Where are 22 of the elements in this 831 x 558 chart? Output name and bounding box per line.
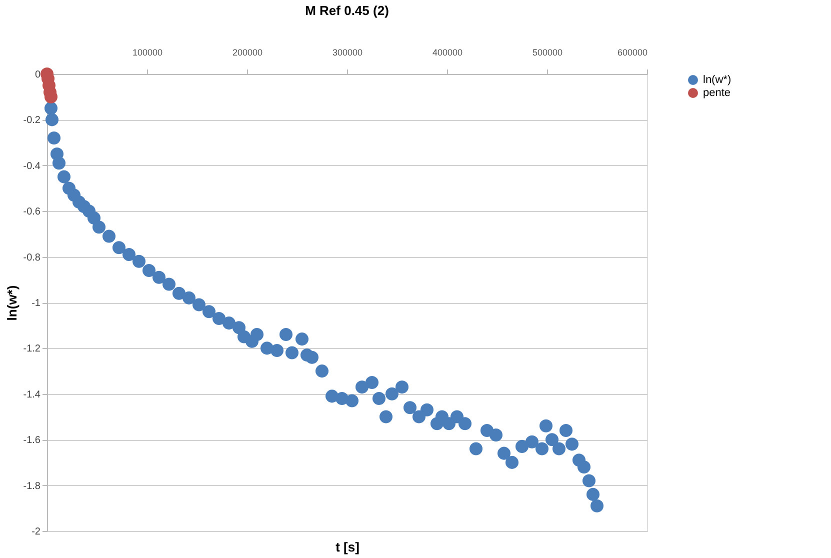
x-tick-label: 500000 [532, 48, 563, 58]
y-tick-label: 0 [34, 70, 41, 80]
y-tick-label: -1.4 [23, 389, 41, 400]
y-tick-label: -2 [32, 526, 41, 538]
chart-title: M Ref 0.45 (2) [305, 3, 389, 18]
y-tick-label: -1.2 [23, 344, 41, 355]
y-tick-label: -0.2 [23, 115, 41, 126]
y-tick-label: -0.4 [23, 160, 41, 172]
y-tick-label: -0.8 [23, 252, 41, 264]
y-tick-label: -0.6 [23, 206, 41, 218]
x-tick-label: 200000 [232, 48, 263, 58]
y-tick-label: -1.8 [23, 480, 41, 492]
y-tick-label: -1.6 [23, 435, 41, 446]
x-tick-label: 600000 [617, 48, 648, 58]
x-tick-label: 400000 [432, 48, 463, 58]
x-tick-label: 100000 [132, 48, 163, 58]
y-tick-label: -1 [32, 298, 41, 309]
x-tick-label: 300000 [332, 48, 363, 58]
legend-label: ln(w*) [703, 74, 732, 86]
x-axis-title: t [s] [336, 540, 360, 554]
y-axis-title: ln(w*) [4, 285, 20, 321]
legend-label: pente [703, 87, 731, 99]
